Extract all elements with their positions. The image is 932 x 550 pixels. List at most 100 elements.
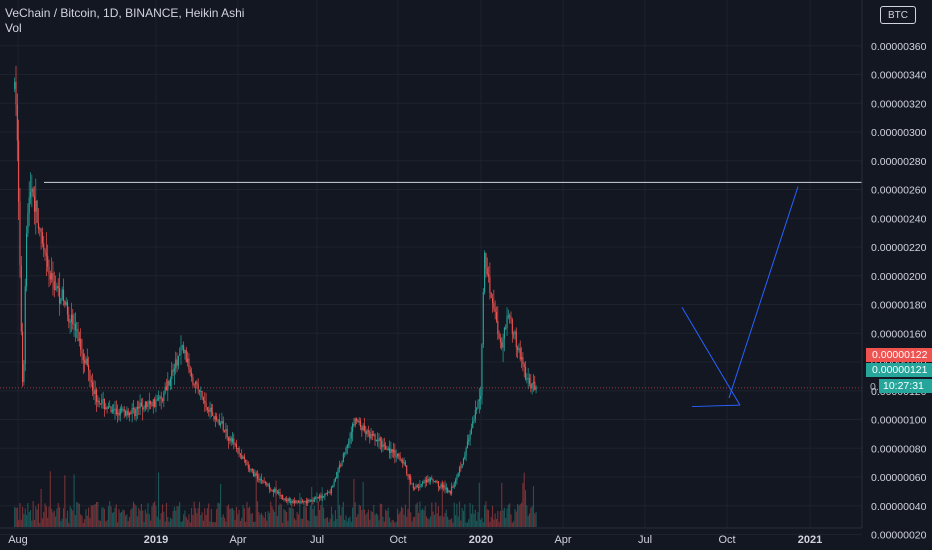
candle-body — [258, 478, 260, 481]
candle-body — [469, 433, 471, 440]
volume-bar — [73, 474, 75, 527]
volume-bar — [74, 515, 76, 527]
volume-bar — [127, 520, 129, 527]
candle-body — [375, 439, 377, 441]
volume-bar — [169, 517, 171, 527]
volume-bar — [173, 506, 175, 527]
candle-body — [291, 501, 293, 503]
volume-bar — [348, 517, 350, 527]
volume-bar — [35, 506, 37, 527]
volume-bar — [528, 513, 531, 527]
candle-body — [196, 381, 198, 384]
candle-body — [26, 233, 28, 287]
volume-bar — [152, 502, 154, 527]
candle-body — [109, 406, 111, 408]
volume-bar — [180, 521, 182, 527]
volume-bar — [415, 504, 417, 527]
candle-body — [73, 323, 75, 325]
candle-body — [106, 407, 108, 409]
candle-body — [134, 408, 136, 417]
volume-bar — [202, 520, 204, 527]
candle-body — [247, 465, 249, 469]
volume-bar — [263, 517, 265, 527]
volume-bar — [375, 513, 377, 527]
volume-bar — [177, 506, 179, 527]
volume-bar — [184, 510, 186, 527]
candle-body — [218, 419, 220, 426]
candle-body — [332, 485, 334, 488]
candle-body — [342, 453, 344, 462]
volume-bar — [462, 510, 465, 527]
candle-body — [221, 420, 223, 424]
volume-bar — [321, 487, 323, 527]
candle-body — [527, 378, 529, 380]
volume-bar — [160, 513, 162, 527]
volume-bar — [366, 512, 368, 527]
candle-body — [72, 314, 74, 324]
candle-body — [329, 491, 331, 493]
volume-bar — [443, 516, 445, 527]
volume-bar — [194, 508, 197, 527]
candle-body — [427, 478, 429, 483]
candle-body — [184, 350, 186, 354]
candle-body — [28, 197, 30, 214]
volume-bar — [381, 504, 383, 527]
candle-body — [381, 440, 383, 448]
candle-body — [152, 399, 154, 406]
candle-body — [94, 389, 96, 395]
candle-body — [150, 400, 152, 405]
candle-body — [185, 350, 187, 363]
volume-bar — [229, 508, 231, 527]
volume-bar — [212, 522, 214, 527]
candle-body — [32, 188, 34, 197]
volume-bar — [168, 521, 170, 527]
currency-button[interactable]: BTC — [880, 6, 916, 24]
volume-bar — [64, 475, 66, 527]
volume-bar — [226, 505, 228, 527]
candle-body — [111, 409, 113, 412]
volume-bar — [429, 516, 432, 527]
candle-body — [419, 485, 421, 488]
candle-body — [208, 409, 210, 412]
candle-body — [511, 319, 513, 334]
volume-bar — [378, 520, 380, 527]
candle-body — [37, 223, 39, 229]
candle-body — [535, 386, 537, 390]
candle-body — [377, 439, 379, 442]
candle-body — [206, 407, 208, 410]
candle-body — [414, 488, 416, 490]
candle-body — [477, 401, 479, 408]
volume-bar — [216, 508, 218, 527]
candle-body — [127, 410, 129, 416]
candle-body — [328, 491, 330, 493]
candle-body — [503, 327, 505, 339]
volume-bar — [527, 516, 529, 527]
candle-body — [386, 449, 388, 451]
candle-body — [410, 476, 412, 484]
symbol-title[interactable]: VeChain / Bitcoin, 1D, BINANCE, Heikin A… — [5, 6, 245, 20]
volume-bar — [136, 516, 138, 527]
volume-bar — [172, 510, 174, 527]
candle-body — [488, 274, 490, 277]
volume-bar — [301, 518, 303, 527]
candle-body — [55, 289, 57, 291]
volume-bar — [452, 522, 454, 527]
volume-bar — [313, 505, 315, 527]
candle-body — [482, 291, 484, 345]
volume-bar — [32, 501, 34, 527]
volume-bar — [204, 508, 206, 527]
candle-body — [415, 485, 417, 489]
candle-body — [321, 496, 323, 498]
volume-bar — [291, 507, 293, 527]
volume-bar — [99, 520, 102, 527]
candle-body — [491, 297, 494, 304]
volume-bar — [440, 515, 442, 527]
candle-body — [98, 400, 100, 404]
candle-body — [107, 406, 109, 409]
volume-indicator-label[interactable]: Vol — [5, 21, 22, 35]
volume-bar — [272, 509, 274, 527]
volume-bars — [14, 471, 537, 527]
candle-body — [188, 358, 190, 370]
candle-body — [110, 406, 112, 412]
